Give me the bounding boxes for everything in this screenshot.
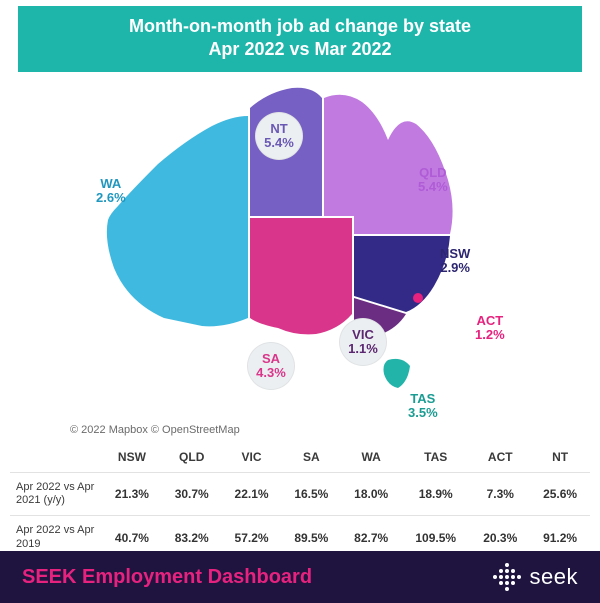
- table-cell: 30.7%: [162, 473, 222, 516]
- seek-logo: seek: [492, 562, 578, 592]
- table-cell: 21.3%: [102, 473, 162, 516]
- title-bar: Month-on-month job ad change by state Ap…: [18, 6, 582, 72]
- table-row-header: Apr 2022 vs Apr 2021 (y/y): [10, 473, 102, 516]
- table-col-header: NSW: [102, 442, 162, 473]
- table-row: Apr 2022 vs Apr 2021 (y/y)21.3%30.7%22.1…: [10, 473, 590, 516]
- state-act: [413, 293, 423, 303]
- state-nt: [250, 88, 322, 216]
- table-corner-cell: [10, 442, 102, 473]
- table-body: Apr 2022 vs Apr 2021 (y/y)21.3%30.7%22.1…: [10, 473, 590, 559]
- state-tas: [384, 359, 411, 388]
- table-cell: 25.6%: [530, 473, 590, 516]
- map-region: WA2.6%NT5.4%QLD5.4%NSW2.9%VIC1.1%SA4.3%T…: [0, 72, 600, 442]
- australia-map: [100, 80, 500, 410]
- table-cell: 16.5%: [281, 473, 341, 516]
- table-col-header: ACT: [470, 442, 530, 473]
- seek-logo-word: seek: [530, 564, 578, 590]
- map-copyright: © 2022 Mapbox © OpenStreetMap: [70, 424, 240, 436]
- table-col-header: NT: [530, 442, 590, 473]
- footer-title: SEEK Employment Dashboard: [22, 566, 312, 589]
- footer-bar: SEEK Employment Dashboard: [0, 551, 600, 603]
- seek-logo-icon: [492, 562, 522, 592]
- table-col-header: QLD: [162, 442, 222, 473]
- state-sa: [250, 218, 352, 334]
- table-col-header: SA: [281, 442, 341, 473]
- state-nsw: [354, 236, 450, 312]
- table-col-header: TAS: [401, 442, 470, 473]
- title-line-1: Month-on-month job ad change by state: [26, 16, 574, 37]
- table-cell: 7.3%: [470, 473, 530, 516]
- table-header-row: NSWQLDVICSAWATASACTNT: [10, 442, 590, 473]
- table-col-header: WA: [341, 442, 401, 473]
- comparison-table: NSWQLDVICSAWATASACTNT Apr 2022 vs Apr 20…: [10, 442, 590, 559]
- table-cell: 18.0%: [341, 473, 401, 516]
- infographic-card: Month-on-month job ad change by state Ap…: [0, 6, 600, 603]
- state-qld: [324, 95, 453, 234]
- table-cell: 18.9%: [401, 473, 470, 516]
- table-col-header: VIC: [222, 442, 282, 473]
- title-line-2: Apr 2022 vs Mar 2022: [26, 39, 574, 60]
- state-wa: [107, 116, 248, 326]
- table-cell: 22.1%: [222, 473, 282, 516]
